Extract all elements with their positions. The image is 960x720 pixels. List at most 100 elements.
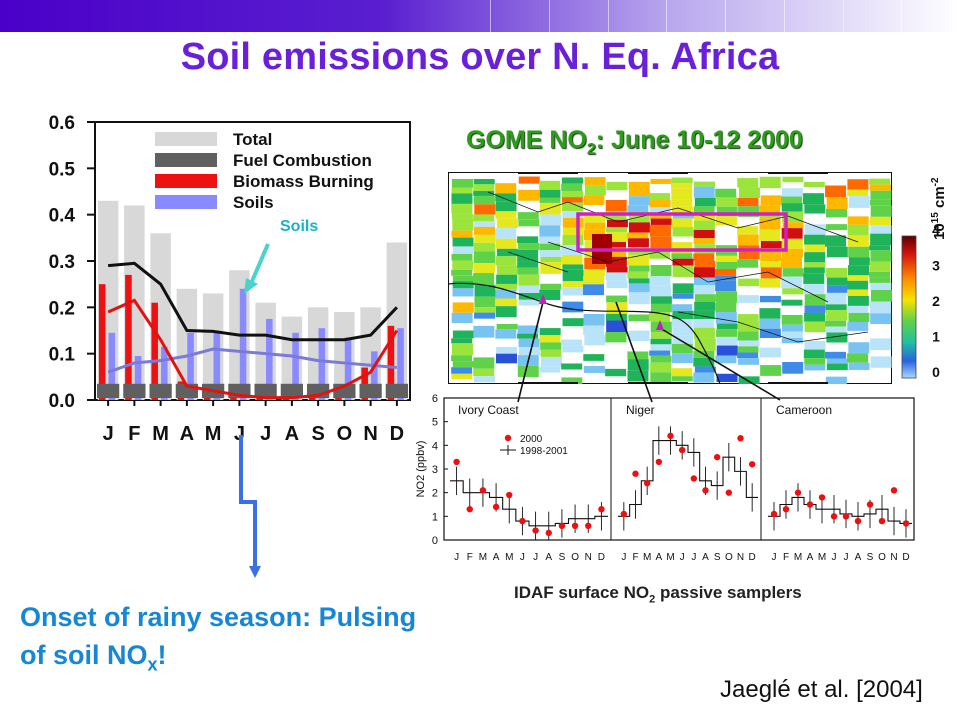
no2-pixel	[452, 330, 474, 339]
no2-pixel	[562, 287, 584, 296]
colorbar-tick-label: 1	[932, 329, 940, 345]
no2-pixel	[539, 243, 561, 251]
no2-pixel	[583, 269, 605, 277]
soils-bar	[397, 328, 404, 400]
idaf-y-tick-label: 2	[432, 488, 438, 500]
no2-pixel	[650, 218, 672, 225]
no2-pixel	[452, 288, 474, 297]
no2-pixel	[474, 204, 496, 215]
no2-pixel	[539, 225, 561, 237]
no2-pixel	[605, 313, 627, 321]
no2-pixel	[539, 289, 561, 301]
no2-pixel	[517, 212, 539, 220]
no2-pixel	[693, 372, 715, 383]
x-tick-label: J	[234, 423, 245, 445]
no2-pixel	[583, 284, 605, 296]
no2-pixel	[869, 184, 891, 191]
soils-callout-label: Soils	[280, 218, 319, 235]
no2-pixel	[540, 356, 562, 367]
no2-pixel	[649, 350, 671, 356]
no2-pixel	[716, 373, 738, 383]
top-banner-grid	[490, 0, 960, 32]
no2-pixel	[540, 342, 562, 350]
gome-no2-map	[448, 172, 892, 384]
no2-pixel	[650, 236, 672, 249]
no2-pixel	[738, 376, 760, 384]
no2-pixel	[540, 262, 562, 274]
idaf-2000-point	[620, 510, 628, 518]
no2-pixel	[650, 332, 672, 339]
no2-pixel	[847, 289, 869, 296]
no2-pixel	[672, 227, 694, 237]
no2-pixel	[562, 269, 584, 282]
no2-pixel	[825, 376, 847, 384]
no2-pixel	[562, 217, 584, 228]
biomass-burning-bar	[387, 325, 395, 400]
no2-pixel	[848, 312, 870, 322]
no2-pixel	[606, 320, 628, 333]
fuel-combustion-bar	[97, 383, 120, 398]
citation: Jaeglé et al. [2004]	[720, 676, 923, 703]
no2-pixel	[627, 205, 649, 213]
soils-bar	[292, 332, 299, 400]
idaf-2000-point	[678, 446, 686, 454]
no2-pixel	[650, 344, 672, 351]
idaf-x-tick-label: M	[666, 552, 674, 563]
no2-pixel	[539, 189, 561, 198]
no2-pixel	[583, 366, 605, 373]
no2-pixel	[584, 334, 606, 346]
idaf-x-tick-label: M	[818, 552, 826, 563]
no2-pixel	[562, 211, 584, 218]
no2-pixel	[737, 331, 759, 341]
no2-pixel	[693, 253, 715, 261]
idaf-2000-point	[830, 513, 838, 520]
no2-pixel	[451, 367, 473, 374]
no2-pixel	[848, 342, 870, 354]
no2-pixel	[628, 265, 650, 272]
soils-line	[107, 347, 398, 374]
no2-pixel	[562, 227, 584, 235]
fuel-combustion-bar	[149, 383, 172, 398]
x-tick-label: F	[128, 423, 140, 445]
no2-pixel	[495, 183, 517, 194]
no2-pixel	[715, 269, 737, 276]
no2-pixel	[650, 213, 672, 219]
no2-pixel	[627, 238, 649, 248]
no2-pixel	[539, 180, 561, 190]
no2-pixel	[606, 181, 628, 191]
no2-pixel	[605, 247, 627, 257]
no2-pixel	[870, 313, 892, 324]
no2-pixel	[826, 246, 848, 258]
fuel-combustion-bar	[123, 383, 146, 398]
no2-pixel	[628, 189, 650, 197]
y-tick-label: 0.0	[49, 391, 75, 412]
no2-pixel	[671, 183, 693, 189]
x-tick-label: A	[285, 423, 299, 445]
no2-pixel	[738, 187, 760, 198]
no2-pixel	[495, 228, 517, 239]
no2-pixel	[759, 347, 781, 358]
no2-pixel	[452, 302, 474, 313]
no2-pixel	[650, 178, 672, 184]
no2-pixel	[738, 358, 760, 365]
rainy-season-arrow	[239, 435, 261, 578]
legend-label: Fuel Combustion	[233, 151, 372, 170]
no2-pixel	[671, 242, 693, 254]
no2-pixel	[539, 366, 561, 373]
no2-pixel	[716, 197, 738, 207]
idaf-2000-point	[532, 527, 539, 534]
onset-annotation: Onset of rainy season: Pulsing of soil N…	[20, 598, 416, 683]
idaf-y-axis-label: NO2 (ppbv)	[416, 441, 427, 498]
idaf-2000-point	[655, 458, 663, 466]
no2-pixel	[693, 285, 715, 295]
idaf-x-tick-label: J	[832, 552, 837, 563]
idaf-x-tick-label: N	[890, 552, 897, 563]
no2-pixel	[584, 222, 606, 230]
idaf-y-tick-label: 1	[432, 511, 438, 523]
no2-pixel	[781, 257, 803, 269]
no2-pixel	[561, 183, 583, 191]
no2-pixel	[518, 299, 540, 306]
map-frame-tick	[518, 382, 578, 384]
no2-pixel	[825, 320, 847, 327]
idaf-2000-point	[690, 475, 698, 482]
